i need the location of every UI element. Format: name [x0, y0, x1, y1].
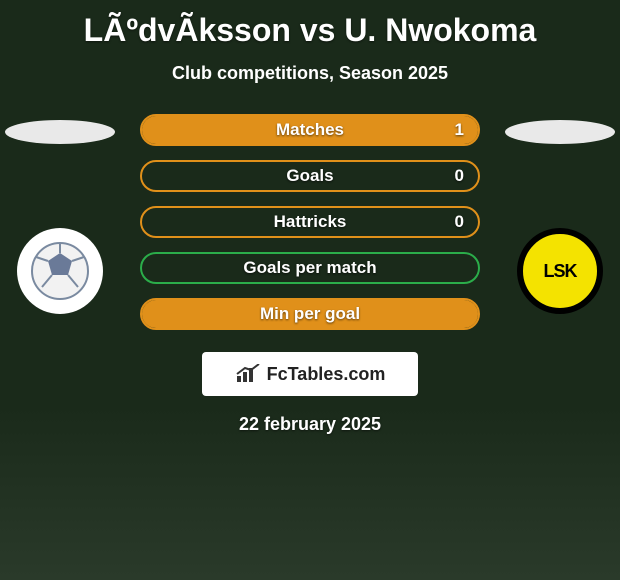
stat-label: Goals [286, 166, 333, 186]
brand-badge[interactable]: FcTables.com [202, 352, 418, 396]
stat-value-right: 0 [455, 166, 464, 186]
stat-label: Min per goal [260, 304, 360, 324]
comparison-stage: LSK Matches 1 Goals 0 Hattricks 0 Goals per ma… [0, 114, 620, 344]
player-left-name-pill [5, 120, 115, 144]
football-icon [28, 239, 92, 303]
player-right-name-pill [505, 120, 615, 144]
club-logo-right-text: LSK [544, 261, 577, 282]
page-subtitle: Club competitions, Season 2025 [0, 63, 620, 84]
stat-label: Hattricks [274, 212, 347, 232]
stat-row-matches: Matches 1 [140, 114, 480, 146]
stat-rows: Matches 1 Goals 0 Hattricks 0 Goals per match M… [140, 114, 480, 344]
stat-value-right: 1 [455, 120, 464, 140]
stat-value-right: 0 [455, 212, 464, 232]
club-logo-left [17, 228, 103, 314]
page-title: LÃºdvÃ­ksson vs U. Nwokoma [0, 0, 620, 49]
club-logo-right: LSK [517, 228, 603, 314]
chart-icon [235, 364, 261, 384]
date-text: 22 february 2025 [0, 414, 620, 435]
player-left-column [0, 114, 120, 344]
brand-text: FcTables.com [267, 364, 386, 385]
stat-row-goals: Goals 0 [140, 160, 480, 192]
stat-label: Goals per match [243, 258, 376, 278]
stat-label: Matches [276, 120, 344, 140]
stat-row-hattricks: Hattricks 0 [140, 206, 480, 238]
stat-row-goals-per-match: Goals per match [140, 252, 480, 284]
stat-row-min-per-goal: Min per goal [140, 298, 480, 330]
player-right-column: LSK [500, 114, 620, 344]
